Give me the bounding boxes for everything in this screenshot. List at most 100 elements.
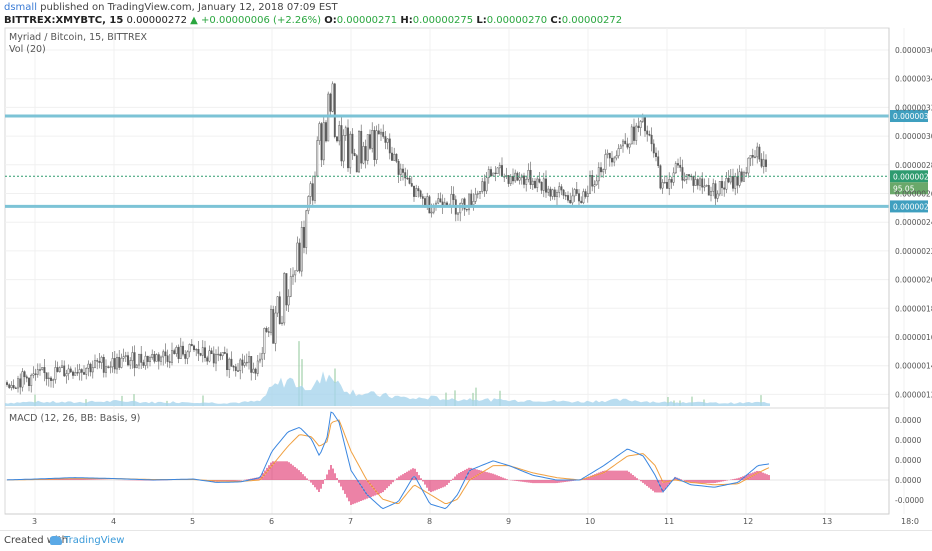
- candle-body: [47, 377, 50, 380]
- candle-body: [626, 143, 629, 148]
- candle-body: [232, 366, 235, 368]
- candle-body: [353, 153, 356, 156]
- horizontal-levels: 0.00000314 0.00000251 0.00000272 95.05: [5, 110, 932, 213]
- candle-body: [639, 121, 642, 128]
- candle-body: [501, 165, 503, 177]
- candle-body: [140, 353, 143, 363]
- candle-body: [738, 171, 741, 186]
- candle-body: [283, 273, 286, 324]
- candle-body: [584, 191, 587, 197]
- candle-body: [408, 178, 411, 184]
- candle-body: [602, 169, 605, 173]
- tradingview-brand[interactable]: TradingView: [64, 535, 125, 546]
- candle-body: [743, 172, 745, 182]
- candle-body: [635, 125, 638, 141]
- candle-body: [494, 172, 497, 175]
- candle-body: [21, 371, 24, 388]
- candle-body: [208, 350, 211, 362]
- candle-body: [380, 131, 382, 135]
- candle-body: [758, 146, 761, 160]
- candle-body: [377, 130, 380, 135]
- time-tick-label: 4: [111, 517, 116, 526]
- author-link[interactable]: dsmall: [4, 2, 37, 13]
- candle-body: [254, 368, 257, 374]
- macd-pane-frame: [4, 407, 890, 515]
- candle-body: [320, 123, 323, 161]
- candle-body: [732, 176, 734, 189]
- low-label: L:: [476, 15, 487, 26]
- candle-body: [116, 357, 118, 370]
- time-tick-label: 3: [32, 517, 37, 526]
- time-tick-label: 9: [506, 517, 511, 526]
- candle-body: [512, 176, 514, 182]
- price-tick-label: 0.00000320: [895, 103, 932, 112]
- candle-body: [710, 191, 712, 196]
- price-tick-label: 0.00000200: [895, 276, 932, 285]
- candle-body: [421, 196, 424, 199]
- candle-body: [435, 202, 437, 206]
- candle-body: [122, 356, 125, 359]
- candle-body: [331, 83, 334, 112]
- candle-body: [549, 188, 552, 197]
- candle-body: [78, 369, 81, 374]
- candle-body: [727, 177, 730, 183]
- candle-body: [179, 345, 182, 359]
- candle-body: [668, 179, 671, 189]
- candle-body: [349, 133, 352, 169]
- candle-body: [545, 178, 547, 193]
- support-tag-bg: [890, 200, 928, 213]
- candle-body: [446, 202, 448, 206]
- candle-body: [366, 134, 369, 161]
- candle-body: [217, 353, 220, 356]
- candle-body: [358, 130, 360, 173]
- symbol-name: BITTREX:XMYBTC, 15: [4, 15, 124, 26]
- candle-body: [307, 196, 310, 212]
- candle-body: [479, 191, 481, 194]
- candle-body: [608, 152, 611, 159]
- candle-body: [259, 358, 261, 362]
- candle-body: [39, 369, 41, 371]
- candle-body: [729, 176, 732, 183]
- candle-body: [696, 179, 699, 186]
- price-chart[interactable]: 0.00000314 0.00000251 0.00000272 95.05 0.00…: [0, 0, 932, 530]
- candle-body: [274, 312, 277, 344]
- candle-body: [615, 155, 618, 159]
- time-tick-label: 12: [743, 517, 753, 526]
- price-tick-label: 0.00000340: [895, 75, 932, 84]
- candle-body: [683, 179, 686, 181]
- candle-body: [250, 356, 253, 373]
- candle-body: [388, 138, 391, 154]
- candle-body: [468, 193, 470, 211]
- candle-body: [281, 322, 283, 324]
- candle-body: [562, 189, 565, 196]
- candle-body: [63, 365, 66, 377]
- candle-body: [582, 191, 585, 204]
- candle-body: [296, 242, 299, 272]
- candle-body: [305, 210, 308, 248]
- candle-body: [316, 140, 319, 177]
- candle-series: [6, 81, 767, 395]
- candle-body: [575, 189, 578, 194]
- candle-body: [355, 155, 358, 173]
- candle-body: [369, 134, 371, 149]
- time-tick-label: 8: [427, 517, 432, 526]
- candle-body: [234, 366, 237, 371]
- candle-body: [28, 377, 30, 386]
- candle-body: [157, 354, 160, 362]
- candle-body: [613, 157, 616, 163]
- time-tick-label: 6: [269, 517, 274, 526]
- candle-body: [756, 146, 759, 158]
- candle-body: [474, 193, 477, 202]
- candle-body: [338, 125, 341, 142]
- candle-body: [45, 372, 48, 379]
- candle-body: [560, 186, 563, 191]
- candle-body: [228, 358, 231, 370]
- macd-tick-label: 0.0000: [895, 456, 921, 465]
- candle-body: [300, 227, 303, 272]
- volume-series: [5, 341, 770, 406]
- volume-area: [5, 371, 770, 406]
- candle-body: [80, 369, 83, 373]
- candle-body: [188, 344, 191, 353]
- candle-body: [457, 212, 459, 215]
- price-tick-label: 0.00000220: [895, 247, 932, 256]
